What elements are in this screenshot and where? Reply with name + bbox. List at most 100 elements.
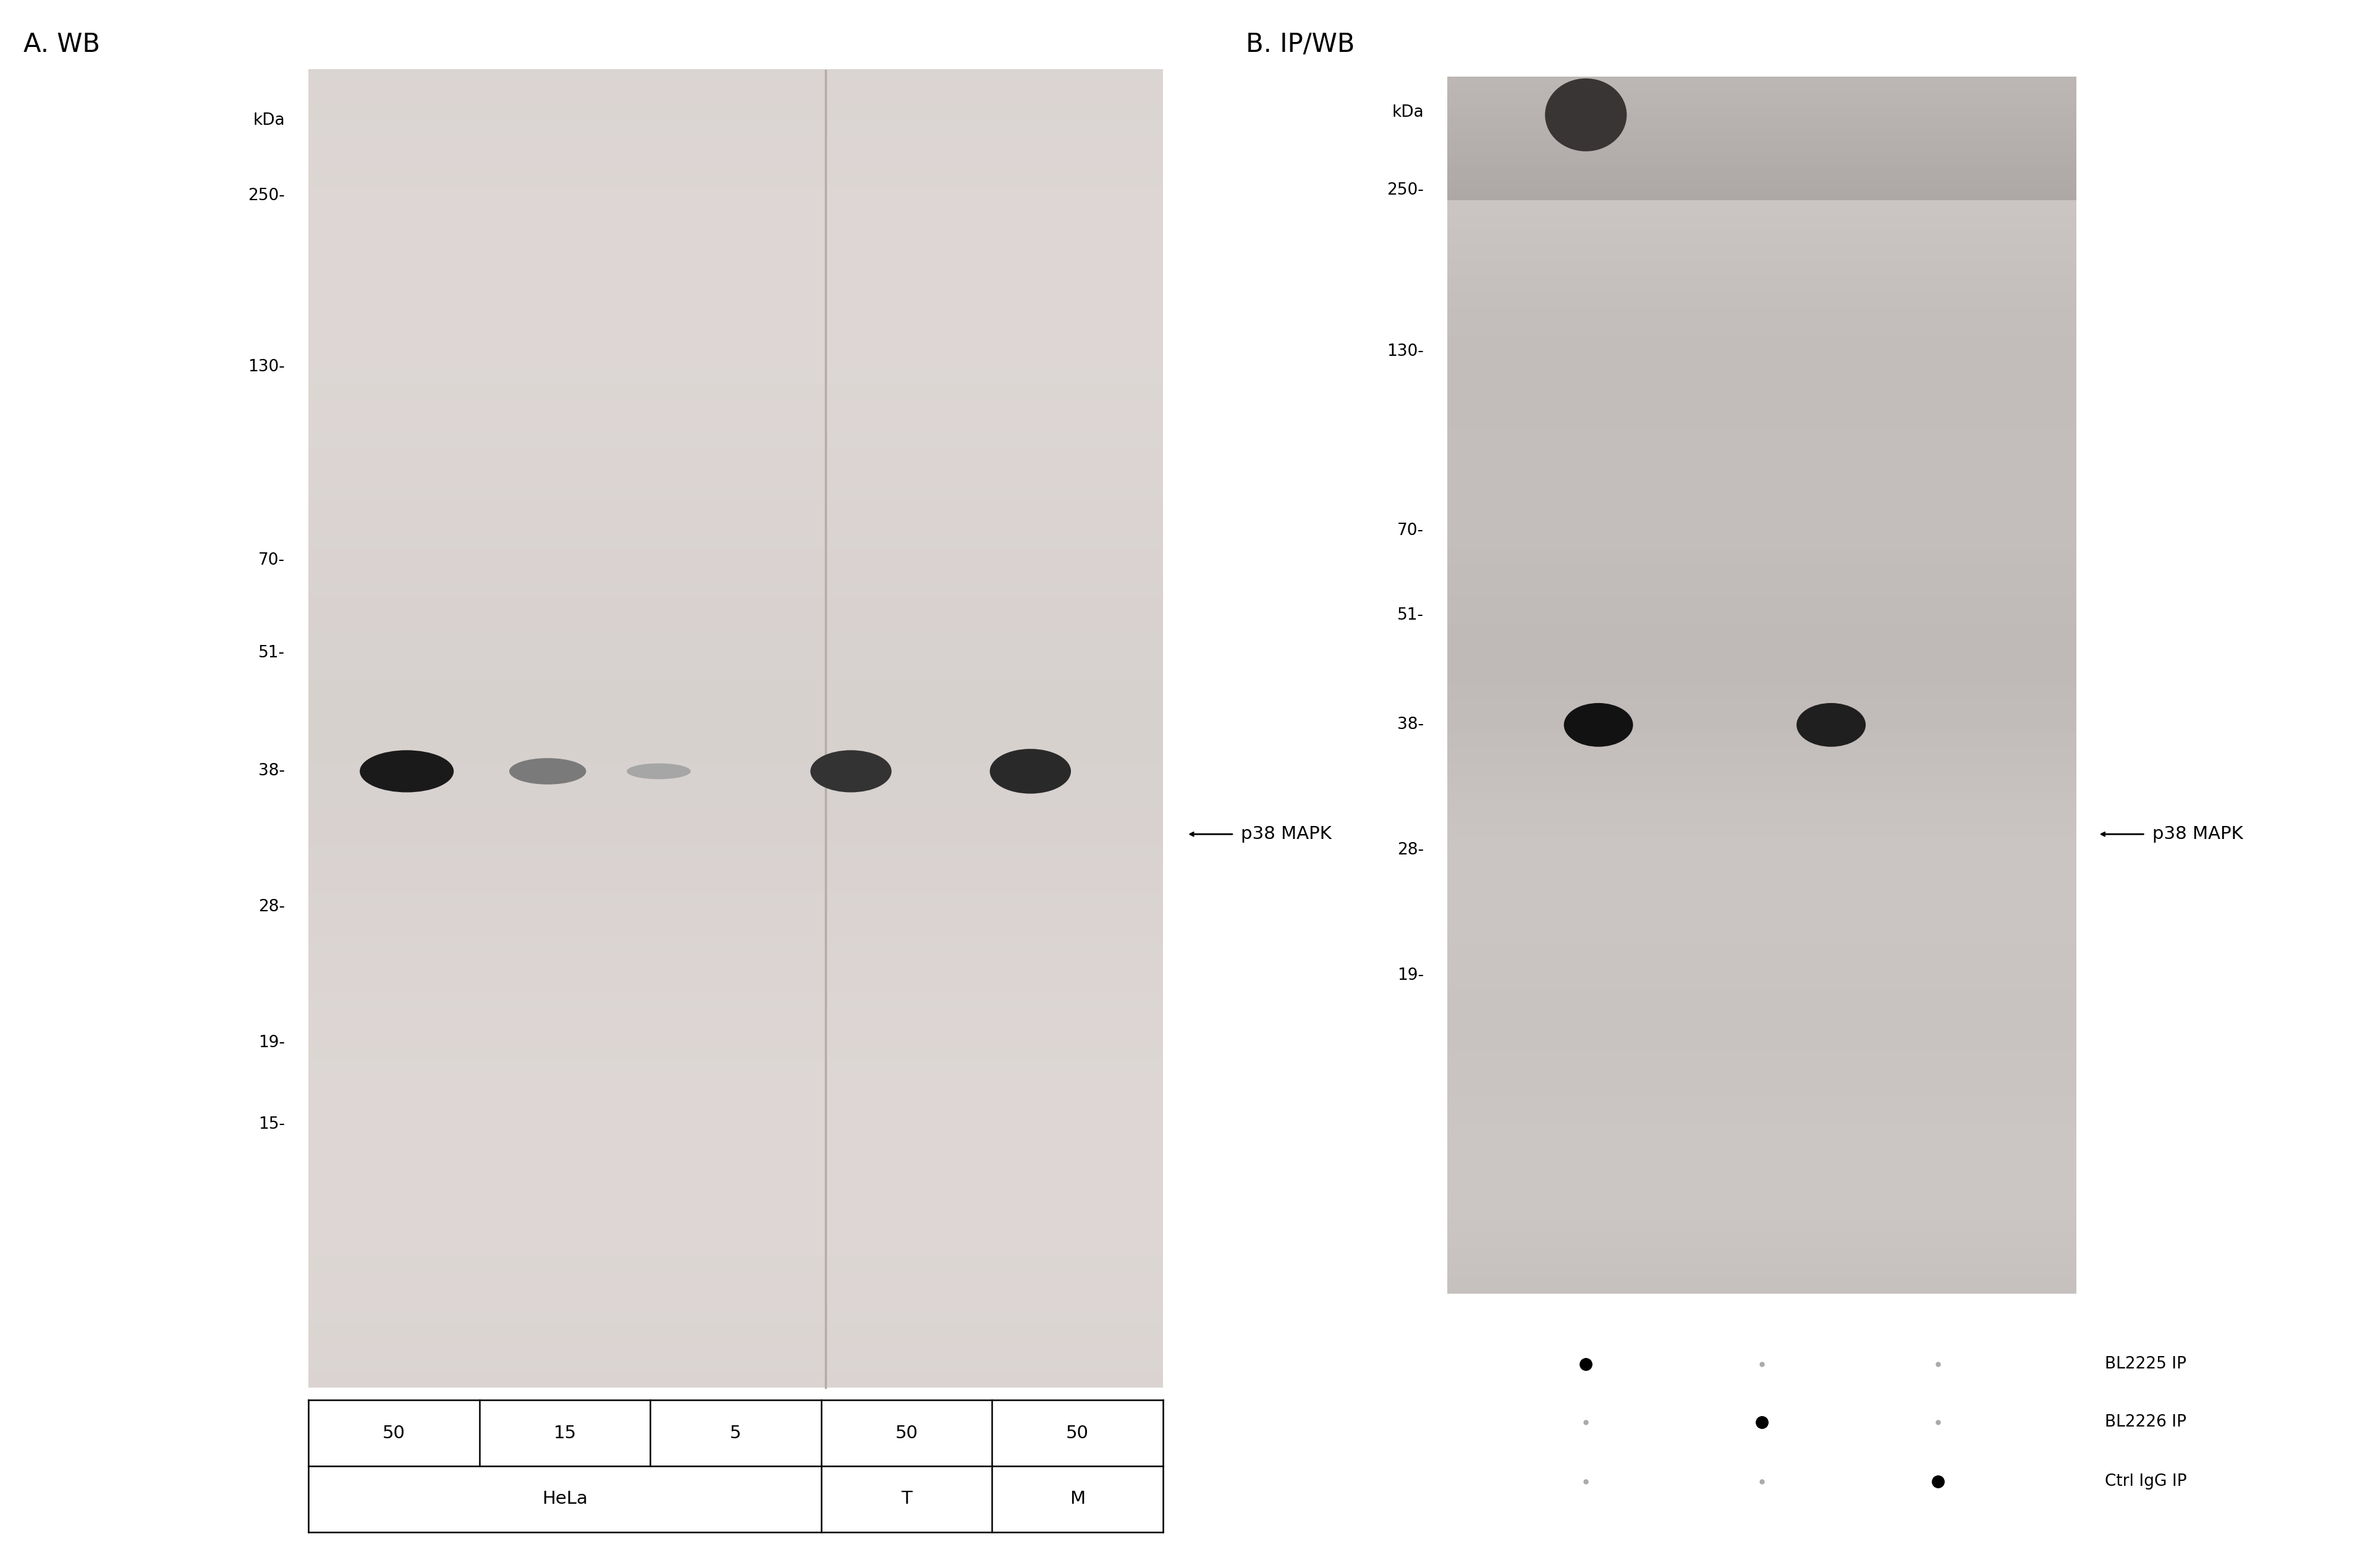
Bar (1448, 77, 2076, 85)
Bar (1448, 579, 2076, 594)
Bar (1448, 193, 2076, 201)
Text: 38-: 38- (1398, 717, 1424, 732)
Bar (308, 1336, 1163, 1355)
Bar (1448, 670, 2076, 687)
Bar (308, 1270, 1163, 1289)
Bar (1448, 365, 2076, 383)
Bar (308, 1057, 1163, 1076)
Bar (1448, 684, 2076, 701)
Text: 15: 15 (553, 1424, 577, 1443)
Bar (1448, 259, 2076, 276)
Bar (1448, 138, 2076, 146)
Ellipse shape (1796, 702, 1865, 746)
Bar (1448, 913, 2076, 928)
Bar (1448, 107, 2076, 114)
Bar (1448, 624, 2076, 640)
Text: 250-: 250- (1386, 182, 1424, 198)
Bar (308, 315, 1163, 334)
Ellipse shape (1564, 702, 1633, 746)
Text: 38-: 38- (259, 764, 285, 779)
Text: B. IP/WB: B. IP/WB (1246, 31, 1355, 58)
Bar (1448, 1065, 2076, 1080)
Bar (1448, 304, 2076, 321)
Bar (308, 1239, 1163, 1256)
Text: 50: 50 (895, 1424, 918, 1443)
Bar (1448, 533, 2076, 549)
Bar (308, 760, 1163, 778)
Bar (308, 185, 1163, 202)
Bar (308, 892, 1163, 909)
Bar (308, 365, 1163, 384)
Bar (308, 464, 1163, 481)
Bar (308, 284, 1163, 301)
Bar (1448, 638, 2076, 655)
Bar (1448, 183, 2076, 199)
Bar (308, 234, 1163, 251)
Bar (1448, 96, 2076, 103)
Bar (1448, 229, 2076, 246)
Bar (308, 513, 1163, 532)
Bar (1448, 1217, 2076, 1232)
Bar (1448, 927, 2076, 944)
Bar (308, 299, 1163, 317)
Bar (1448, 1140, 2076, 1157)
Bar (1448, 168, 2076, 176)
Bar (308, 151, 1163, 169)
Bar (1448, 320, 2076, 337)
Bar (1448, 213, 2076, 230)
Bar (308, 1221, 1163, 1239)
Bar (308, 547, 1163, 564)
Bar (308, 1138, 1163, 1157)
Text: 5: 5 (731, 1424, 740, 1443)
Bar (1448, 1094, 2076, 1112)
Bar (308, 1204, 1163, 1223)
Bar (1448, 715, 2076, 732)
Bar (1448, 290, 2076, 306)
Bar (1448, 174, 2076, 182)
Bar (1448, 152, 2076, 169)
Bar (1448, 83, 2076, 91)
Bar (1448, 336, 2076, 351)
Text: 51-: 51- (1398, 607, 1424, 624)
Bar (1448, 1110, 2076, 1126)
Bar (1448, 1247, 2076, 1264)
Bar (1448, 822, 2076, 837)
Bar (308, 480, 1163, 499)
Bar (308, 710, 1163, 729)
Bar (308, 448, 1163, 466)
Bar (1448, 1231, 2076, 1248)
Bar (308, 844, 1163, 861)
Bar (1448, 851, 2076, 869)
Bar (308, 350, 1163, 367)
Bar (308, 629, 1163, 646)
Bar (1448, 776, 2076, 792)
Text: 15-: 15- (259, 1116, 285, 1132)
Text: 130-: 130- (1386, 343, 1424, 359)
Bar (308, 1173, 1163, 1190)
Bar (1448, 144, 2076, 151)
Bar (1448, 77, 2076, 94)
Bar (1448, 502, 2076, 519)
Text: 19-: 19- (259, 1035, 285, 1051)
Bar (308, 908, 1163, 927)
Bar (1448, 119, 2076, 127)
Bar (308, 1353, 1163, 1370)
Bar (308, 958, 1163, 975)
Bar (1448, 132, 2076, 140)
Bar (308, 646, 1163, 663)
Bar (1448, 113, 2076, 121)
Bar (1448, 1033, 2076, 1051)
Bar (1448, 151, 2076, 157)
Bar (1448, 1124, 2076, 1142)
Bar (308, 875, 1163, 894)
Bar (1448, 974, 2076, 989)
Bar (1448, 1019, 2076, 1035)
Bar (1448, 350, 2076, 367)
Bar (1448, 958, 2076, 975)
Bar (308, 1305, 1163, 1322)
Bar (308, 991, 1163, 1010)
Ellipse shape (1545, 78, 1628, 151)
Bar (1448, 654, 2076, 671)
Bar (308, 398, 1163, 416)
Bar (1448, 1170, 2076, 1187)
